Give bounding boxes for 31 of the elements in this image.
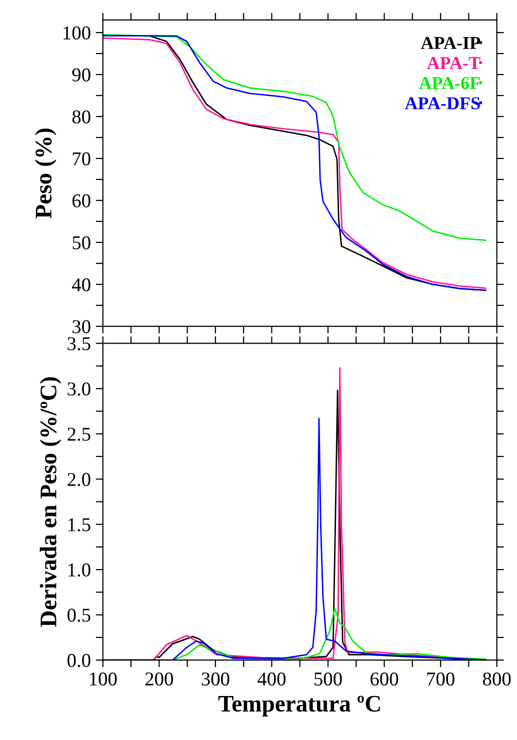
y-tick-label: 40	[72, 278, 90, 292]
y-tick-label: 70	[72, 152, 90, 166]
y-axis-title: Peso (%)	[34, 128, 56, 218]
y-tick-label: 60	[72, 194, 90, 208]
y-tick-label: 90	[72, 68, 90, 82]
x-tick-label: 300	[202, 672, 230, 686]
x-tick-label: 500	[314, 672, 342, 686]
legend-label: APA-6F	[418, 77, 480, 90]
y-tick-label: 100	[64, 26, 90, 40]
y-tick-label: 30	[72, 320, 90, 334]
y-tick-label: 50	[72, 236, 90, 250]
y-tick-label: 3.0	[68, 382, 90, 396]
y-tick-label: 2.0	[68, 472, 90, 486]
y-tick-label: 2.5	[68, 428, 90, 441]
legend-label: APA-DFS	[404, 97, 480, 110]
x-tick-label: 800	[482, 672, 511, 686]
legend-label: APA-T	[426, 57, 480, 69]
y-tick-label: 0.5	[68, 608, 90, 622]
y-tick-label: 80	[72, 110, 90, 124]
x-tick-label: 700	[427, 672, 454, 686]
y-tick-label: 1.5	[68, 518, 90, 532]
y-axis-title: Derivada en Peso (%/ºC)	[40, 377, 62, 627]
y-tick-label: 1.0	[68, 563, 90, 577]
x-tick-label: 200	[145, 672, 174, 686]
y-tick-label: 3.5	[68, 337, 90, 350]
x-tick-label: 600	[370, 672, 398, 686]
y-tick-label: 0.0	[68, 654, 90, 668]
legend-label: APA-IP	[420, 36, 480, 49]
x-tick-label: 100	[90, 672, 117, 686]
x-tick-label: 400	[258, 672, 286, 686]
x-axis-title: Temperatura ºC	[218, 696, 380, 716]
